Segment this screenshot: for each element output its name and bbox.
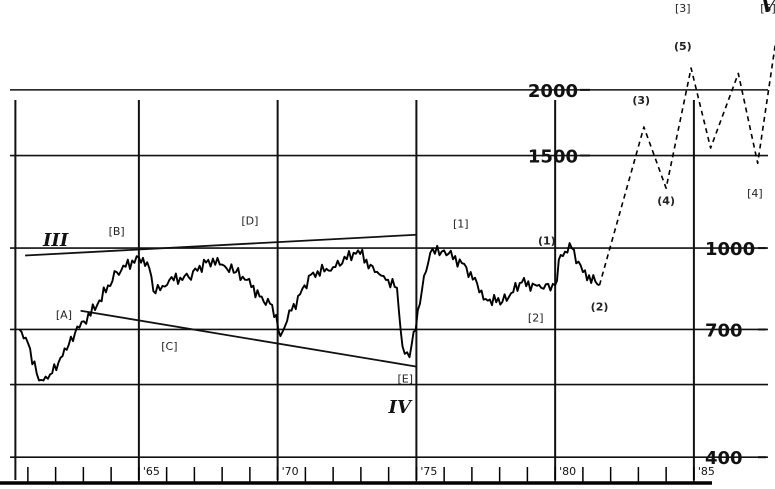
- x-tick-label: '65: [143, 465, 160, 478]
- price-series-line: [18, 242, 600, 382]
- wave-label: [A]: [56, 308, 72, 321]
- trendline-2: [80, 309, 417, 368]
- wave-labels: III [A] [B] [C] [D] [E] IV [1] (1) [2] (2) (3) (4) (5…: [42, 0, 775, 418]
- wave-label: [E]: [398, 372, 414, 385]
- grid-lines: [10, 89, 768, 480]
- wave-label: (5): [674, 40, 692, 53]
- projection-series-line: [598, 41, 775, 286]
- y-tick-label: 1500: [528, 147, 578, 168]
- wave-label: III: [42, 230, 69, 251]
- wave-label: (1): [538, 235, 556, 248]
- wave-label: [5]: [760, 2, 775, 15]
- wave-label: V: [761, 0, 775, 17]
- x-tick-label: '85: [698, 465, 715, 478]
- y-tick-label: 400: [705, 448, 743, 469]
- wave-label: [3]: [675, 2, 691, 15]
- x-tick-label: '80: [559, 465, 576, 478]
- wave-label: [1]: [453, 217, 469, 230]
- wave-label: [D]: [241, 214, 258, 227]
- series-group: [18, 41, 775, 382]
- wave-label: [2]: [528, 311, 544, 324]
- x-tick-label: '75: [420, 465, 437, 478]
- wave-label: [C]: [161, 340, 177, 353]
- trendline-1: [25, 233, 417, 257]
- wave-label: (4): [657, 195, 675, 208]
- y-tick-label: 700: [705, 320, 743, 341]
- wave-label: IV: [388, 397, 413, 418]
- wave-label: (3): [632, 94, 650, 107]
- wave-label: [4]: [747, 187, 763, 200]
- wave-label: [B]: [109, 225, 125, 238]
- wave-label: (2): [591, 301, 609, 314]
- trendlines: [25, 233, 417, 368]
- y-tick-label: 2000: [528, 81, 578, 102]
- x-tick-label: '70: [282, 465, 299, 478]
- y-tick-label: 1000: [705, 239, 755, 260]
